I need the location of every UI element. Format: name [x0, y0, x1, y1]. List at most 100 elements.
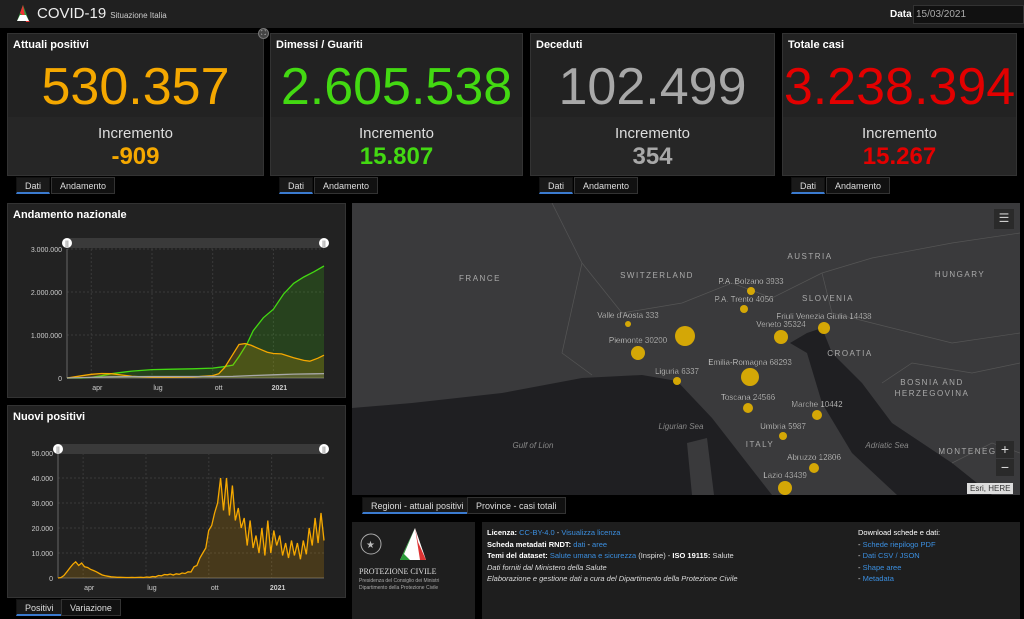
tab-dati[interactable]: Dati — [791, 177, 826, 194]
tab-regioni[interactable]: Regioni - attuali positivi — [362, 497, 473, 514]
increment-value: 15.267 — [862, 143, 937, 170]
y-tick-label: 40.000 — [32, 476, 54, 483]
region-marker[interactable] — [740, 305, 748, 313]
region-label: Umbria 5987 — [760, 422, 806, 431]
region-marker[interactable] — [809, 463, 819, 473]
region-label: Abruzzo 12806 — [787, 453, 841, 462]
logo-panel: ★ PROTEZIONE CIVILE Presidenza del Consi… — [352, 522, 475, 619]
logo-sub1: Presidenza del Consiglio dei Ministri — [359, 578, 440, 584]
panel-title: Andamento nazionale — [13, 209, 127, 221]
country-label: SWITZERLAND — [620, 271, 694, 280]
metadati-aree-link[interactable]: aree — [592, 539, 608, 549]
map-view[interactable]: FRANCE SWITZERLAND AUSTRIA HUNGARY SLOVENIA C… — [352, 203, 1020, 495]
temi-label: Temi del dataset: — [487, 551, 548, 560]
region-marker[interactable] — [625, 321, 631, 327]
nuovi-positivi-chart: 0 10.000 20.000 30.000 40.000 50.000 apr lug ott… — [32, 444, 329, 592]
tab-andamento[interactable]: Andamento — [574, 177, 639, 194]
region-marker[interactable] — [747, 287, 755, 295]
x-tick-label: ott — [215, 385, 223, 392]
region-marker[interactable] — [673, 377, 681, 385]
temi-link[interactable]: Salute umana e sicurezza — [549, 551, 637, 560]
series-line-deceduti — [66, 372, 325, 379]
metadati-label: Scheda metadati RNDT: — [487, 539, 572, 549]
handle-grip-icon: || — [56, 447, 60, 454]
svg-text:★: ★ — [366, 540, 375, 551]
licenza-link[interactable]: CC-BY-4.0 — [519, 528, 555, 537]
range-slider-end-handle[interactable] — [319, 238, 329, 248]
metadati-dati-link[interactable]: dati — [573, 539, 586, 549]
tab-andamento[interactable]: Andamento — [51, 177, 116, 194]
x-tick-label: lug — [147, 585, 156, 592]
tab-andamento[interactable]: Andamento — [314, 177, 379, 194]
map-attribution[interactable]: Esri, HERE — [967, 483, 1014, 494]
tab-andamento[interactable]: Andamento — [826, 177, 891, 194]
region-marker[interactable] — [675, 326, 695, 346]
region-label: Friuli Venezia Giulia 14438 — [776, 312, 872, 321]
subtitle: Situazione Italia — [110, 11, 167, 20]
country-label: AUSTRIA — [787, 252, 832, 261]
y-tick-label: 0 — [49, 576, 53, 583]
fullscreen-icon[interactable]: ⛶ — [258, 28, 269, 39]
range-slider-end-handle[interactable] — [319, 444, 329, 454]
x-tick-label: 2021 — [272, 385, 288, 392]
download-section: Download schede e dati: - Schede riepilo… — [858, 528, 941, 583]
country-label: FRANCE — [459, 274, 501, 283]
region-label: Lazio 43439 — [763, 471, 807, 480]
temi-rest: (Inspire) - — [638, 551, 671, 560]
region-marker[interactable] — [774, 330, 788, 344]
region-label: Valle d'Aosta 333 — [597, 311, 659, 320]
protezione-civile-logo-icon — [17, 5, 30, 22]
tab-variazione[interactable]: Variazione — [61, 599, 121, 616]
card-deceduti: Deceduti 102.499 Incremento 354 — [530, 33, 775, 176]
range-slider-start-handle[interactable] — [53, 444, 63, 454]
region-marker[interactable] — [779, 432, 787, 440]
card-value: 102.499 — [558, 58, 747, 116]
range-slider-start-handle[interactable] — [62, 238, 72, 248]
visualizza-licenza-link[interactable]: Visualizza licenza — [561, 528, 621, 537]
tab-dati[interactable]: Dati — [539, 177, 574, 194]
card-label: Totale casi — [788, 39, 845, 51]
panel-title: Nuovi positivi — [13, 411, 86, 423]
increment-value: 15.807 — [359, 143, 434, 170]
card-label: Dimessi / Guariti — [276, 39, 363, 51]
card-totale-casi: Totale casi 3.238.394 Incremento 15.267 — [782, 33, 1017, 176]
x-tick-label: apr — [92, 385, 103, 392]
download-csv-link[interactable]: Dati CSV / JSON — [862, 551, 920, 560]
tab-province[interactable]: Province - casi totali — [467, 497, 566, 514]
iso-value: Salute — [712, 551, 734, 560]
date-input[interactable]: 15/03/2021 — [913, 5, 1024, 24]
download-metadata-link[interactable]: Metadata — [862, 574, 894, 583]
region-marker[interactable] — [743, 403, 753, 413]
country-label: SLOVENIA — [802, 294, 854, 303]
series-area-dimessi-guariti — [67, 266, 324, 378]
corsica-land — [687, 438, 714, 495]
sea-label: Adriatic Sea — [864, 441, 909, 450]
y-tick-label: 0 — [58, 376, 62, 383]
legend-list-icon[interactable]: ☰ — [994, 209, 1014, 229]
title-text: COVID-19 — [37, 5, 107, 22]
zoom-in-button[interactable]: + — [996, 441, 1014, 458]
download-shape-link[interactable]: Shape aree — [862, 562, 902, 572]
x-tick-label: ott — [211, 585, 219, 592]
increment-label: Incremento — [614, 125, 691, 142]
region-marker[interactable] — [818, 322, 830, 334]
region-marker[interactable] — [631, 346, 645, 360]
increment-label: Incremento — [97, 125, 174, 142]
sea-label: Gulf of Lion — [513, 441, 554, 450]
region-label: Piemonte 30200 — [609, 336, 668, 345]
card-value: 2.605.538 — [280, 58, 513, 116]
tab-dati[interactable]: Dati — [279, 177, 314, 194]
zoom-out-button[interactable]: − — [996, 459, 1014, 476]
region-marker[interactable] — [778, 481, 792, 495]
region-marker[interactable] — [741, 368, 759, 386]
tab-dati[interactable]: Dati — [16, 177, 51, 194]
info-panel: Licenza: CC-BY-4.0 - Visualizza licenza … — [482, 522, 1020, 619]
region-marker[interactable] — [812, 410, 822, 420]
tab-positivi[interactable]: Positivi — [16, 599, 63, 616]
map-canvas[interactable]: FRANCE SWITZERLAND AUSTRIA HUNGARY SLOVENIA C… — [352, 203, 1020, 495]
tyrrhenian-sea — [352, 375, 772, 495]
iso-label: ISO 19115: — [672, 551, 711, 560]
download-pdf-link[interactable]: Schede riepilogo PDF — [862, 539, 936, 549]
card-guariti: Dimessi / Guariti 2.605.538 Incremento 1… — [270, 33, 523, 176]
adriatic-sea — [790, 328, 992, 495]
